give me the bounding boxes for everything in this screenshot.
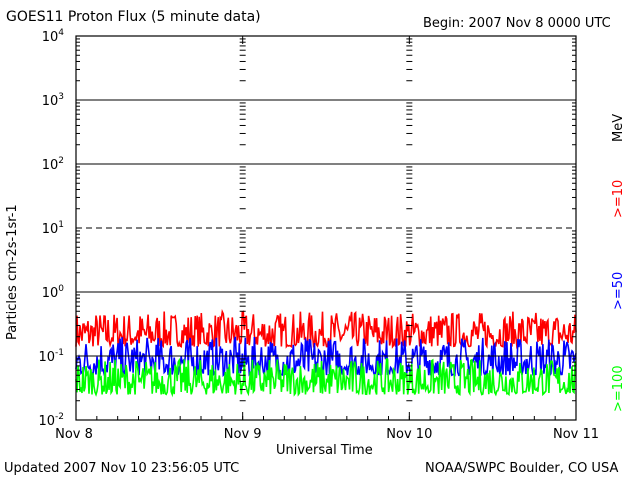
y-axis-label-text: Particles cm-2s-1sr-1 — [5, 204, 20, 340]
y-tick-label: 10-2 — [38, 412, 64, 429]
y-tick-label: 103 — [42, 92, 64, 109]
legend-ge50-text: >=50 — [611, 271, 626, 310]
x-tick-label: Nov 10 — [386, 427, 432, 442]
y-tick-label: 102 — [42, 156, 64, 173]
legend-ge10-text: >=10 — [611, 179, 626, 218]
x-axis-label: Universal Time — [276, 443, 373, 458]
x-tick-label: Nov 8 — [55, 427, 93, 442]
chart-title: GOES11 Proton Flux (5 minute data) — [6, 9, 261, 25]
series-line-0 — [75, 308, 577, 350]
y-tick-label: 101 — [42, 220, 64, 237]
unit-label-text: MeV — [611, 113, 626, 142]
legend-ge100-text: >=100 — [611, 365, 626, 412]
x-tick-label: Nov 11 — [553, 427, 599, 442]
x-tick-label: Nov 9 — [224, 427, 262, 442]
source-credit: NOAA/SWPC Boulder, CO USA — [425, 461, 619, 476]
legend-ge100: >=100 — [611, 365, 626, 412]
unit-label: MeV — [611, 113, 626, 142]
legend-ge10: >=10 — [611, 179, 626, 218]
legend-ge50: >=50 — [611, 271, 626, 310]
y-tick-label: 100 — [42, 284, 65, 301]
y-tick-label: 104 — [42, 28, 65, 45]
series-line-2 — [75, 357, 577, 398]
begin-time-label: Begin: 2007 Nov 8 0000 UTC — [423, 16, 611, 31]
plot-frame — [75, 35, 577, 421]
y-axis-label: Particles cm-2s-1sr-1 — [5, 204, 20, 340]
y-tick-label: 10-1 — [38, 348, 64, 365]
updated-timestamp: Updated 2007 Nov 10 23:56:05 UTC — [4, 461, 240, 476]
